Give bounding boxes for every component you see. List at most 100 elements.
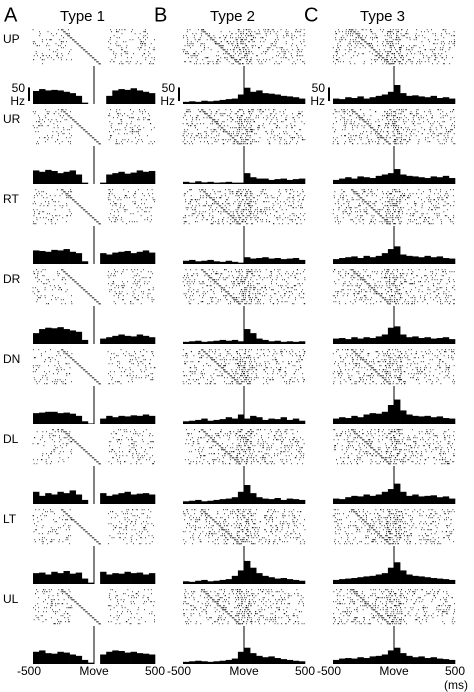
histogram-bar (286, 96, 294, 104)
histogram-bar (436, 177, 444, 184)
histogram-bar (381, 253, 389, 264)
histogram-bar (130, 336, 137, 344)
histogram-bar (39, 250, 46, 264)
histogram-bar (219, 182, 226, 184)
histogram-bar (195, 181, 202, 184)
histogram-bar (237, 651, 245, 664)
histogram-bar (394, 562, 401, 584)
histogram-bar (412, 256, 419, 264)
histogram-bar (298, 580, 306, 584)
histogram-bar (262, 339, 269, 344)
histogram-bar (189, 182, 196, 184)
histogram-bar (448, 258, 456, 264)
histogram-bar (118, 573, 125, 584)
histogram-bar (124, 491, 131, 504)
histogram-bar (75, 253, 83, 264)
histogram-bar (81, 499, 89, 504)
histogram-bar (292, 418, 300, 424)
histogram-bar (207, 181, 214, 184)
histogram-bar (339, 178, 346, 184)
histogram-bar (244, 87, 251, 104)
histogram-bar (430, 338, 437, 344)
histogram-bar (100, 493, 107, 504)
histogram-bar (213, 261, 220, 264)
histogram-bar (225, 579, 233, 584)
histogram-bar (333, 259, 340, 264)
histogram-bar (57, 90, 64, 104)
histogram-bar (100, 418, 107, 424)
histogram-bar (381, 491, 389, 504)
histogram-bar (430, 95, 437, 104)
histogram-bar (262, 657, 269, 664)
histogram-bar (369, 575, 376, 584)
histogram-bar (130, 415, 137, 424)
histogram-bar (256, 497, 263, 504)
histogram-bar (130, 494, 137, 504)
histogram-bar (69, 251, 76, 264)
histogram-bar (81, 339, 89, 344)
histogram-bar (189, 661, 196, 664)
histogram-bar (274, 578, 281, 584)
histogram-bar (448, 659, 456, 664)
histogram-bar (268, 258, 275, 264)
histogram-bar (112, 90, 119, 104)
histogram-bar (237, 341, 245, 344)
histogram-bar (339, 417, 346, 424)
histogram-bar (262, 93, 269, 104)
histogram-bar (256, 655, 263, 664)
histogram-bar (418, 496, 425, 504)
histogram-bar (345, 97, 352, 104)
histogram-bar (430, 657, 437, 664)
histogram-bar (357, 176, 364, 184)
histogram-bar (124, 571, 131, 584)
histogram-bar (280, 659, 287, 664)
raster-ticks (182, 109, 306, 145)
histogram-bar (207, 661, 214, 664)
histogram-bar (39, 650, 46, 664)
histogram-bar (57, 491, 64, 504)
histogram-bar (292, 258, 300, 264)
histogram-bar (148, 654, 156, 664)
histogram-bar (286, 258, 294, 264)
scale-bar-value: 50 (12, 81, 26, 95)
histogram-bar (112, 173, 119, 184)
histogram-bar (51, 249, 58, 264)
histogram-bar (351, 578, 358, 584)
histogram-bar (381, 334, 389, 344)
histogram-bar (148, 573, 156, 584)
histogram-bar (63, 652, 70, 664)
histogram-bar (339, 499, 346, 504)
histogram-bar (136, 653, 144, 664)
histogram-bar (250, 177, 257, 184)
histogram-bar (268, 499, 275, 504)
raster-movement-onset (351, 109, 391, 145)
histogram-bar (268, 577, 275, 584)
histogram-bar (406, 574, 413, 584)
histogram-bar (225, 340, 233, 344)
histogram-bar (286, 659, 294, 664)
histogram-bar (351, 337, 358, 344)
histogram-bar (369, 178, 376, 184)
raster-ticks (32, 349, 156, 385)
histogram-bar (225, 181, 233, 184)
histogram-bar (448, 498, 456, 504)
histogram-bar (63, 493, 70, 504)
histogram-bar (51, 411, 58, 424)
histogram-bar (274, 419, 281, 424)
histogram-bar (231, 497, 239, 504)
histogram-bar (112, 650, 119, 664)
histogram-bar (351, 256, 358, 264)
histogram-bar (237, 262, 245, 264)
histogram-bar (292, 499, 300, 504)
histogram-bar (400, 174, 407, 184)
histogram-bar (69, 170, 76, 184)
raster-ticks (182, 269, 306, 305)
histogram-bar (63, 249, 70, 264)
histogram-bar (436, 578, 444, 584)
histogram-bar (412, 575, 419, 584)
histogram-bar (81, 182, 89, 184)
histogram-bar (69, 413, 76, 424)
histogram-bar (394, 169, 401, 184)
histogram-bar (183, 101, 190, 104)
histogram-bar (51, 328, 58, 344)
